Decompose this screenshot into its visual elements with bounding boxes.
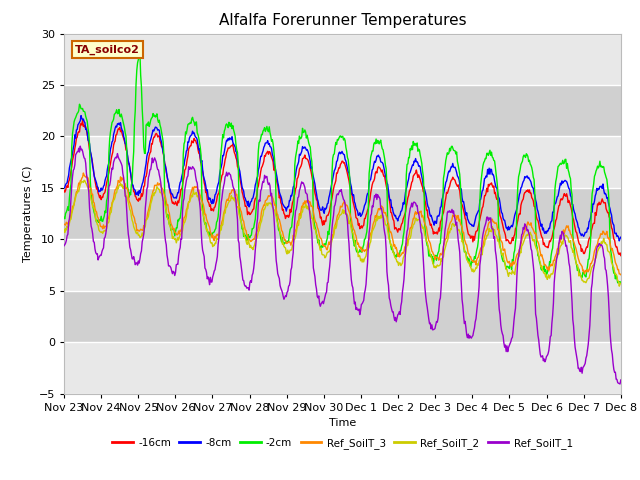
Bar [64,85,621,136]
Text: TA_soilco2: TA_soilco2 [75,44,140,55]
Bar [64,34,621,85]
Bar [64,240,621,291]
Y-axis label: Temperatures (C): Temperatures (C) [23,165,33,262]
Bar [64,188,621,240]
Bar [64,342,621,394]
X-axis label: Time: Time [329,418,356,428]
Legend: -16cm, -8cm, -2cm, Ref_SoilT_3, Ref_SoilT_2, Ref_SoilT_1: -16cm, -8cm, -2cm, Ref_SoilT_3, Ref_Soil… [108,434,577,453]
Title: Alfalfa Forerunner Temperatures: Alfalfa Forerunner Temperatures [219,13,466,28]
Bar [64,291,621,342]
Bar [64,136,621,188]
